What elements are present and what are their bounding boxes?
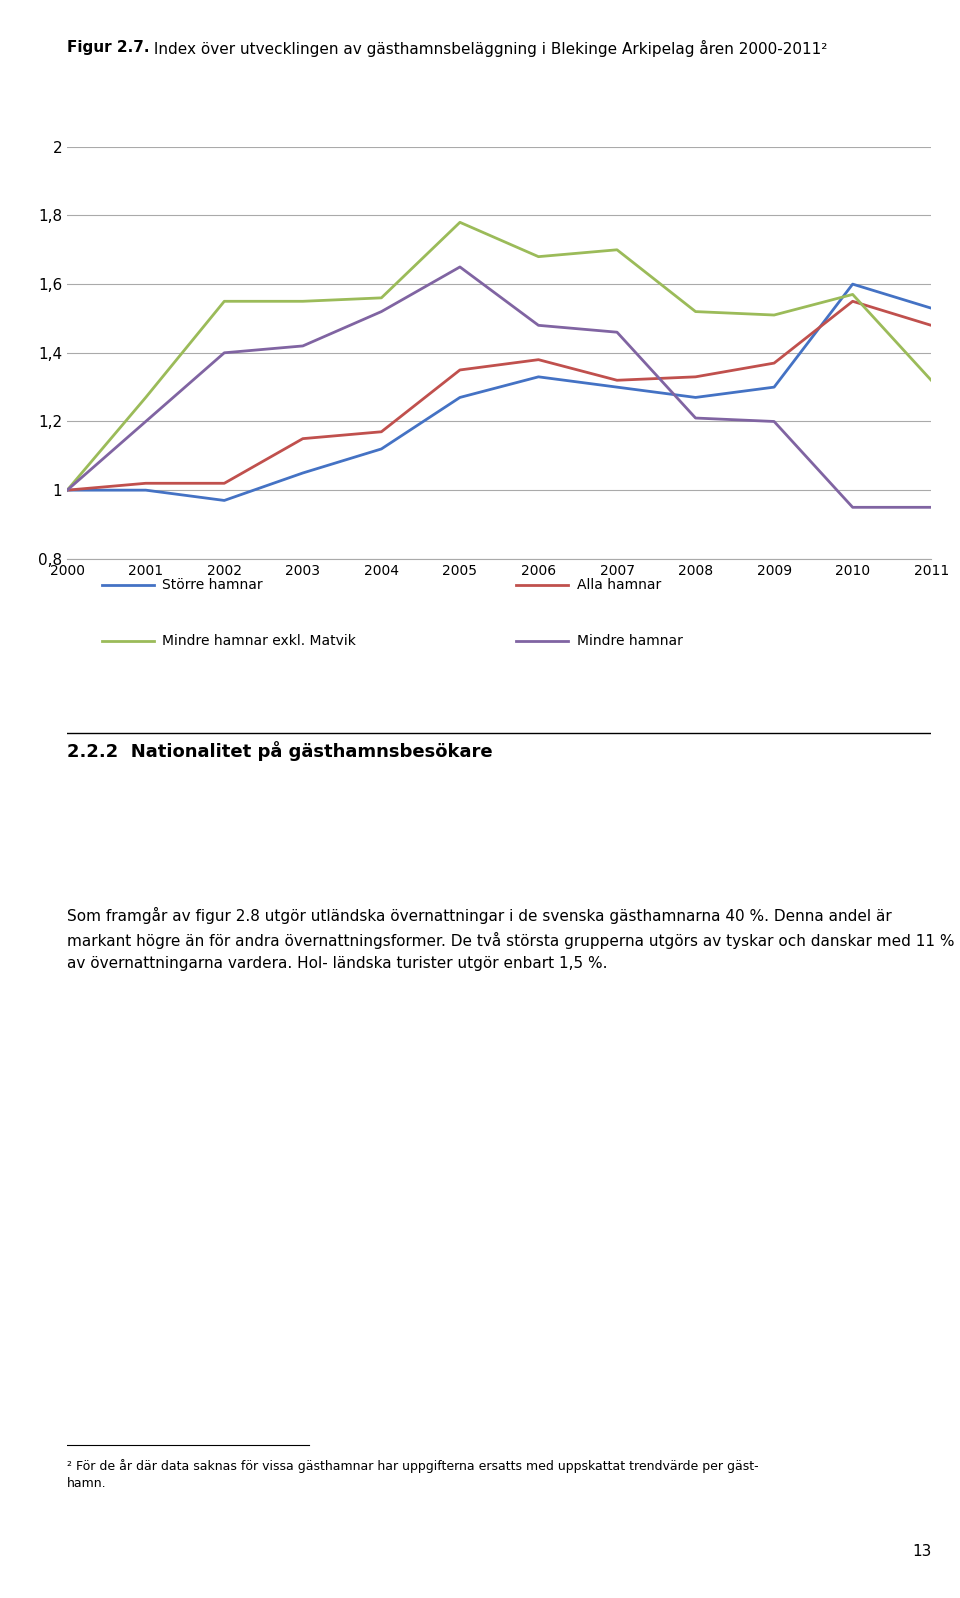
Text: Större hamnar: Större hamnar: [162, 578, 263, 591]
Text: 2.2.2  Nationalitet på gästhamnsbesökare: 2.2.2 Nationalitet på gästhamnsbesökare: [67, 741, 492, 762]
Text: ² För de år där data saknas för vissa gästhamnar har uppgifterna ersatts med upp: ² För de år där data saknas för vissa gä…: [67, 1459, 758, 1489]
Text: Index över utvecklingen av gästhamnsbeläggning i Blekinge Arkipelag åren 2000-20: Index över utvecklingen av gästhamnsbelä…: [149, 40, 828, 58]
Text: Som framgår av figur 2.8 utgör utländska övernattningar i de svenska gästhamnarn: Som framgår av figur 2.8 utgör utländska…: [67, 906, 954, 972]
Text: 13: 13: [912, 1544, 931, 1560]
Text: Figur 2.7.: Figur 2.7.: [67, 40, 150, 54]
Text: Mindre hamnar: Mindre hamnar: [577, 634, 683, 649]
Text: Alla hamnar: Alla hamnar: [577, 578, 661, 591]
Text: Mindre hamnar exkl. Matvik: Mindre hamnar exkl. Matvik: [162, 634, 356, 649]
